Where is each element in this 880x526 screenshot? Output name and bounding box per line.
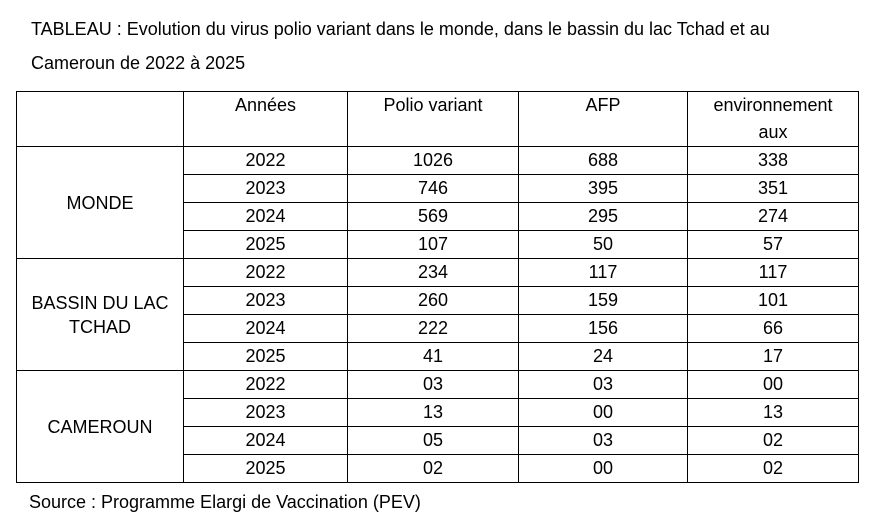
cell-polio-variant: 260 — [347, 286, 519, 315]
cell-year: 2024 — [183, 426, 348, 455]
header-row: Années Polio variant AFP environnement a… — [16, 91, 859, 147]
cell-year: 2025 — [183, 230, 348, 259]
table-row: 2023 13 00 13 — [17, 398, 859, 427]
cell-year: 2025 — [183, 342, 348, 371]
region-label-bassin-du-lac-tchad: BASSIN DU LAC TCHAD — [16, 258, 184, 371]
table-row: 2023 260 159 101 — [17, 286, 859, 315]
cell-afp: 24 — [518, 342, 688, 371]
cell-year: 2023 — [183, 286, 348, 315]
cell-afp: 03 — [518, 426, 688, 455]
header-afp: AFP — [518, 91, 688, 147]
cell-environment: 13 — [687, 398, 859, 427]
cell-polio-variant: 1026 — [347, 146, 519, 175]
cell-afp: 117 — [518, 258, 688, 287]
cell-environment: 338 — [687, 146, 859, 175]
cell-environment: 57 — [687, 230, 859, 259]
cell-environment: 02 — [687, 426, 859, 455]
cell-year: 2025 — [183, 454, 348, 483]
cell-polio-variant: 02 — [347, 454, 519, 483]
table-row: 2024 222 156 66 — [17, 314, 859, 343]
cell-environment: 274 — [687, 202, 859, 231]
table-row: MONDE 2022 1026 688 338 — [16, 146, 859, 259]
cell-environment: 117 — [687, 258, 859, 287]
header-region — [16, 91, 184, 147]
document-title: TABLEAU : Evolution du virus polio varia… — [31, 19, 770, 73]
table-row: 2025 02 00 02 — [17, 454, 859, 483]
cell-polio-variant: 234 — [347, 258, 519, 287]
cell-afp: 395 — [518, 174, 688, 203]
table-row: CAMEROUN 2022 03 03 00 — [16, 370, 859, 483]
cell-year: 2023 — [183, 174, 348, 203]
table-row: 2024 569 295 274 — [17, 202, 859, 231]
table-row: 2024 05 03 02 — [17, 426, 859, 455]
header-polio-variant: Polio variant — [347, 91, 519, 147]
cell-polio-variant: 41 — [347, 342, 519, 371]
cell-year: 2024 — [183, 202, 348, 231]
table-row: BASSIN DU LAC TCHAD 2022 234 117 117 — [16, 258, 859, 371]
cell-environment: 101 — [687, 286, 859, 315]
cell-environment: 66 — [687, 314, 859, 343]
cell-polio-variant: 107 — [347, 230, 519, 259]
cell-year: 2024 — [183, 314, 348, 343]
cell-environment: 02 — [687, 454, 859, 483]
cell-afp: 159 — [518, 286, 688, 315]
cell-polio-variant: 569 — [347, 202, 519, 231]
cell-afp: 00 — [518, 398, 688, 427]
cell-afp: 295 — [518, 202, 688, 231]
cell-environment: 00 — [687, 370, 859, 399]
cell-year: 2023 — [183, 398, 348, 427]
cell-year: 2022 — [183, 146, 348, 175]
region-label-cameroun: CAMEROUN — [16, 370, 184, 483]
cell-polio-variant: 05 — [347, 426, 519, 455]
cell-afp: 688 — [518, 146, 688, 175]
source-caption: Source : Programme Elargi de Vaccination… — [29, 492, 421, 512]
cell-year: 2022 — [183, 370, 348, 399]
cell-afp: 156 — [518, 314, 688, 343]
table-row: 2025 41 24 17 — [17, 342, 859, 371]
cell-afp: 50 — [518, 230, 688, 259]
header-years: Années — [183, 91, 348, 147]
cell-polio-variant: 746 — [347, 174, 519, 203]
cell-polio-variant: 03 — [347, 370, 519, 399]
table-row: 2023 746 395 351 — [17, 174, 859, 203]
header-environment: environnement aux — [687, 91, 859, 147]
table-row: 2025 107 50 57 — [17, 230, 859, 259]
cell-polio-variant: 13 — [347, 398, 519, 427]
region-label-monde: MONDE — [16, 146, 184, 259]
cell-environment: 351 — [687, 174, 859, 203]
cell-afp: 00 — [518, 454, 688, 483]
cell-polio-variant: 222 — [347, 314, 519, 343]
cell-environment: 17 — [687, 342, 859, 371]
polio-evolution-table: Années Polio variant AFP environnement a… — [16, 91, 859, 483]
cell-afp: 03 — [518, 370, 688, 399]
cell-year: 2022 — [183, 258, 348, 287]
